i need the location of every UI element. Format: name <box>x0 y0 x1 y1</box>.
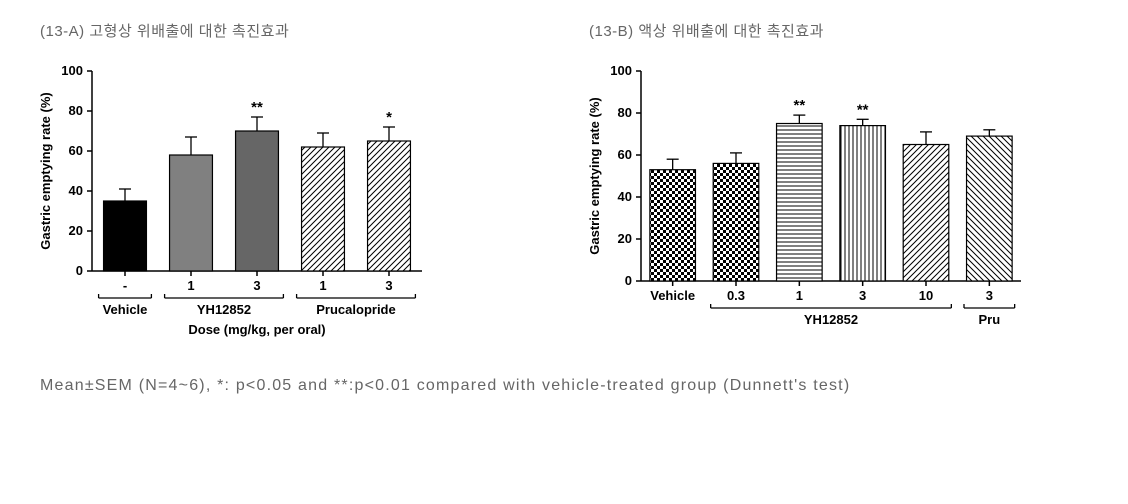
svg-text:**: ** <box>793 97 805 114</box>
svg-text:1: 1 <box>187 278 194 293</box>
svg-text:*: * <box>386 109 392 126</box>
svg-text:Pru: Pru <box>978 312 1000 327</box>
svg-text:20: 20 <box>69 223 83 238</box>
svg-text:100: 100 <box>610 63 632 78</box>
svg-text:3: 3 <box>253 278 260 293</box>
svg-text:1: 1 <box>319 278 326 293</box>
svg-text:20: 20 <box>618 231 632 246</box>
svg-text:40: 40 <box>618 189 632 204</box>
panel-a: (13-A) 고형상 위배출에 대한 촉진효과 0 20 40 60 80 100 Gast… <box>30 20 549 356</box>
svg-text:10: 10 <box>919 288 933 303</box>
svg-text:3: 3 <box>859 288 866 303</box>
svg-text:0: 0 <box>625 273 632 288</box>
svg-text:**: ** <box>251 99 263 116</box>
svg-text:1: 1 <box>796 288 803 303</box>
figure-caption: Mean±SEM (N=4~6), *: p<0.05 and **:p<0.0… <box>40 371 1098 401</box>
svg-text:YH12852: YH12852 <box>197 302 251 317</box>
svg-text:YH12852: YH12852 <box>804 312 858 327</box>
svg-text:Prucalopride: Prucalopride <box>316 302 395 317</box>
svg-text:Vehicle: Vehicle <box>103 302 148 317</box>
panel-b: (13-B) 액상 위배출에 대한 촉진효과 0 20 40 60 80 100 Gastr… <box>579 20 1098 356</box>
panel-b-title: (13-B) 액상 위배출에 대한 촉진효과 <box>589 20 1098 41</box>
svg-text:3: 3 <box>986 288 993 303</box>
chart-b-svg: 0 20 40 60 80 100 Gastric emptying rate (%) Veh… <box>579 56 1049 356</box>
svg-text:-: - <box>123 278 127 293</box>
chart-a-svg: 0 20 40 60 80 100 Gastric emptying rate (%) - 1 *… <box>30 56 450 356</box>
svg-text:0: 0 <box>76 263 83 278</box>
svg-text:Dose (mg/kg, per oral): Dose (mg/kg, per oral) <box>188 322 325 337</box>
svg-text:Gastric emptying rate (%): Gastric emptying rate (%) <box>587 97 602 255</box>
svg-text:60: 60 <box>69 143 83 158</box>
svg-text:0.3: 0.3 <box>727 288 745 303</box>
charts-row: (13-A) 고형상 위배출에 대한 촉진효과 020406080100Gast… <box>30 20 1098 356</box>
svg-text:100: 100 <box>61 63 83 78</box>
panel-a-title: (13-A) 고형상 위배출에 대한 촉진효과 <box>40 20 549 41</box>
svg-text:3: 3 <box>385 278 392 293</box>
svg-text:40: 40 <box>69 183 83 198</box>
svg-text:Vehicle: Vehicle <box>650 288 695 303</box>
svg-text:Gastric emptying rate (%): Gastric emptying rate (%) <box>38 92 53 250</box>
svg-text:80: 80 <box>618 105 632 120</box>
svg-text:**: ** <box>857 101 869 118</box>
svg-text:60: 60 <box>618 147 632 162</box>
svg-text:80: 80 <box>69 103 83 118</box>
